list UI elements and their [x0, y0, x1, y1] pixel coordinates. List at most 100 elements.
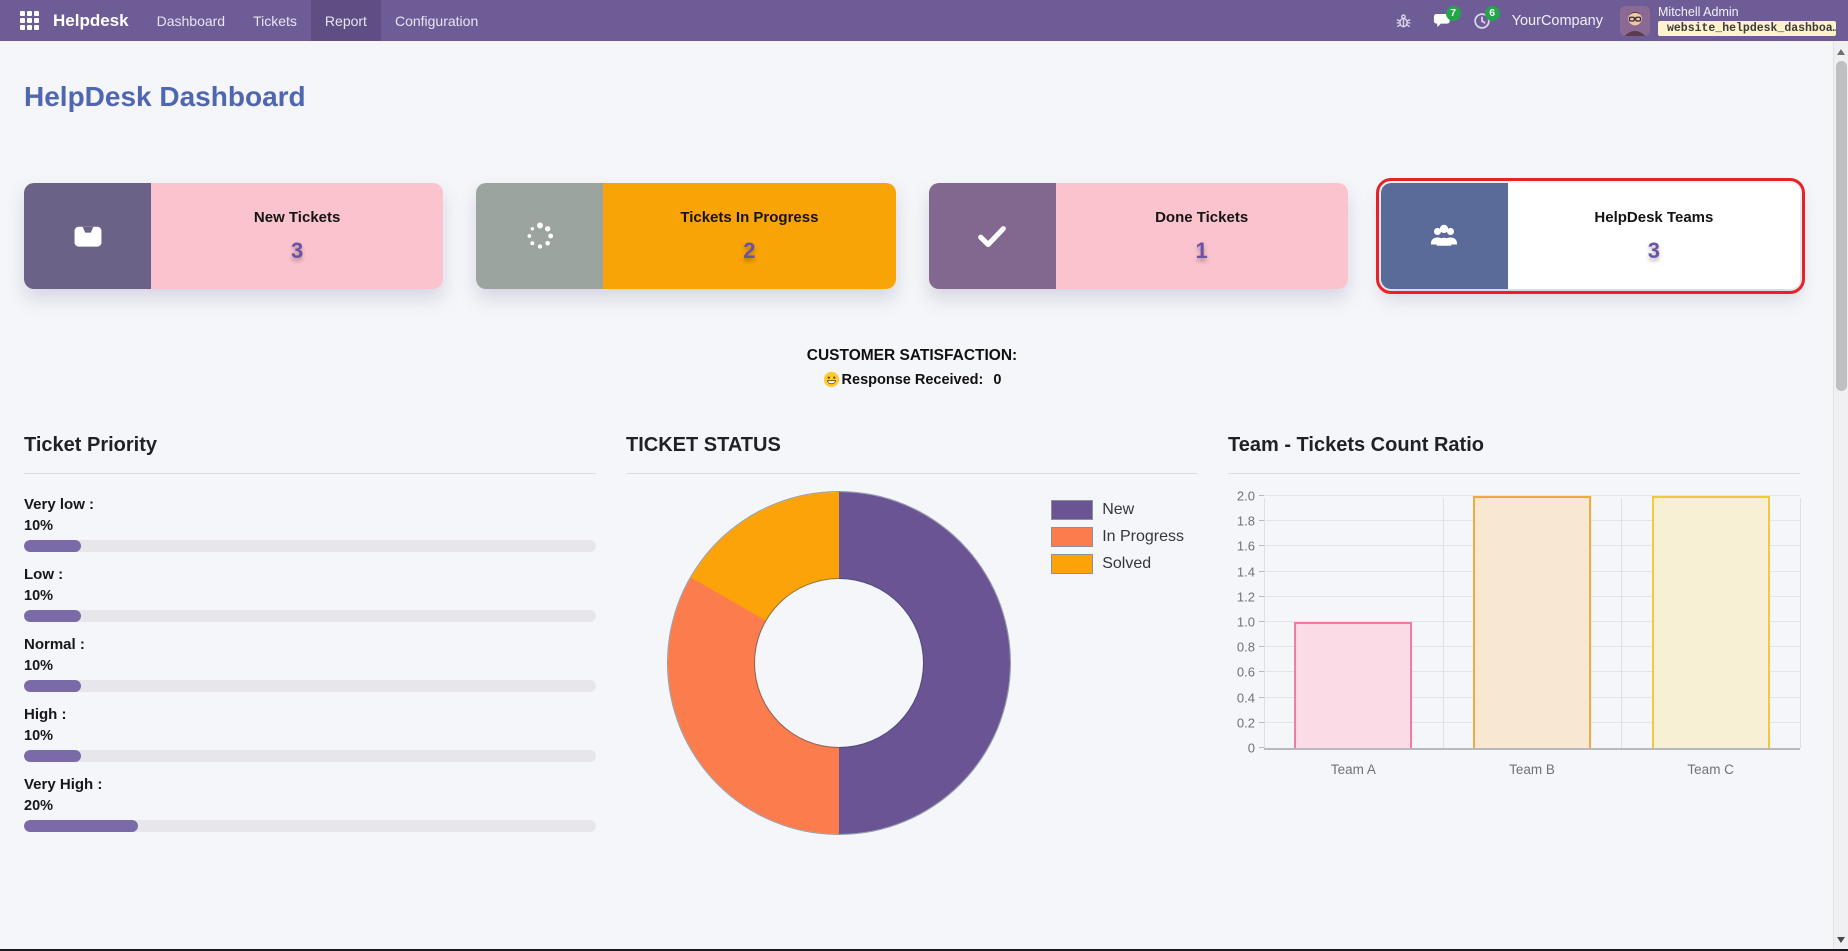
priority-row-very-low: Very low : 10%	[24, 496, 596, 552]
top-navbar: Helpdesk Dashboard Tickets Report Configura…	[0, 0, 1848, 41]
priority-label: Very low :	[24, 496, 95, 513]
y-tick-label: 0.8	[1236, 639, 1255, 655]
ticket-status-donut-chart	[668, 492, 1010, 834]
vertical-gridline	[1621, 498, 1623, 748]
priority-label: Normal :	[24, 636, 85, 653]
team-ratio-title: Team - Tickets Count Ratio	[1228, 434, 1484, 456]
kpi-card-body: HelpDesk Teams 3	[1507, 183, 1800, 289]
response-received-value: 0	[993, 371, 1002, 388]
bar-team-c	[1651, 496, 1770, 748]
priority-percent: 20%	[24, 798, 54, 814]
vertical-gridline	[1442, 498, 1444, 748]
kpi-card-body: New Tickets 3	[151, 183, 444, 289]
messages-badge: 7	[1445, 5, 1461, 21]
legend-item-in-progress[interactable]: In Progress	[1051, 527, 1184, 547]
priority-percent: 10%	[24, 518, 54, 534]
kpi-card-count: 1	[1195, 237, 1208, 263]
spinner-icon	[476, 183, 604, 289]
kpi-card-helpdesk-teams[interactable]: HelpDesk Teams 3	[1375, 178, 1806, 294]
vertical-scrollbar[interactable]	[1833, 41, 1848, 951]
priority-progressbar	[24, 610, 596, 622]
kpi-card-tickets-in-progress[interactable]: Tickets In Progress 2	[476, 183, 896, 289]
y-tick-label: 0.2	[1236, 715, 1255, 731]
customer-satisfaction-block: CUSTOMER SATISFACTION: Response Received…	[24, 347, 1800, 388]
page-title: HelpDesk Dashboard	[24, 81, 306, 112]
vertical-gridline	[1264, 498, 1265, 748]
section-separator	[1228, 473, 1800, 474]
y-tick-label: 1.8	[1236, 513, 1255, 529]
y-tick-label: 2.0	[1236, 488, 1255, 504]
database-indicator[interactable]: website_helpdesk_dashboa…	[1658, 21, 1836, 37]
priority-row-low: Low : 10%	[24, 566, 596, 622]
inbox-icon	[24, 183, 151, 289]
scroll-down-arrow[interactable]	[1834, 933, 1848, 947]
nav-item-configuration[interactable]: Configuration	[394, 12, 479, 29]
donut-legend: New In Progress Solved	[1051, 500, 1184, 574]
legend-swatch	[1051, 500, 1094, 520]
priority-progress-fill	[24, 540, 82, 552]
legend-item-new[interactable]: New	[1051, 500, 1184, 520]
user-menu[interactable]: Mitchell Admin website_helpdesk_dashboa…	[1620, 5, 1836, 37]
nav-item-report[interactable]: Report	[310, 0, 381, 41]
user-avatar	[1620, 5, 1650, 36]
legend-label: New	[1102, 501, 1135, 518]
y-tick-mark	[1259, 671, 1264, 673]
y-tick-label: 1.6	[1236, 538, 1255, 554]
priority-progress-fill	[24, 680, 82, 692]
ticket-priority-section: Ticket Priority Very low : 10% Low : 10% Nor…	[24, 434, 596, 846]
kpi-card-title: Done Tickets	[1155, 208, 1249, 226]
scroll-up-arrow[interactable]	[1834, 45, 1848, 59]
legend-label: Solved	[1102, 555, 1152, 572]
bar-chart-x-labels: Team A Team B Team C	[1264, 762, 1800, 777]
legend-label: In Progress	[1102, 528, 1184, 545]
y-tick-mark	[1259, 570, 1264, 572]
y-tick-mark	[1259, 696, 1264, 698]
legend-swatch	[1051, 554, 1094, 574]
kpi-cards-row: New Tickets 3 Tickets In Progress 2 Done Tic…	[24, 178, 1806, 294]
kpi-card-done-tickets[interactable]: Done Tickets 1	[928, 183, 1348, 289]
y-tick-mark	[1259, 520, 1264, 522]
company-switcher[interactable]: YourCompany	[1511, 12, 1603, 29]
activities-clock-icon[interactable]: 6	[1471, 5, 1500, 32]
apps-menu-button[interactable]	[10, 0, 49, 41]
ticket-priority-title: Ticket Priority	[24, 434, 158, 456]
y-tick-mark	[1259, 747, 1264, 748]
bar-team-b	[1473, 496, 1591, 748]
scrollbar-thumb[interactable]	[1836, 61, 1847, 391]
nav-item-tickets[interactable]: Tickets	[253, 12, 297, 29]
nav-item-dashboard[interactable]: Dashboard	[156, 12, 226, 29]
messages-icon[interactable]: 7	[1432, 5, 1461, 32]
gridline	[1264, 495, 1800, 496]
y-tick-label: 1.0	[1236, 614, 1255, 630]
priority-progressbar	[24, 680, 596, 692]
kpi-card-count: 3	[291, 237, 304, 263]
y-tick-label: 0	[1247, 740, 1255, 756]
y-tick-label: 0.4	[1236, 690, 1255, 706]
x-category-label: Team C	[1687, 762, 1734, 777]
priority-label: Low :	[24, 566, 64, 583]
bar-chart-plot-area: 0 0.2 0.4 0.6 0.8 1.0 1.2 1.4 1.6 1.8 2.0	[1237, 489, 1801, 756]
kpi-card-body: Tickets In Progress 2	[603, 183, 896, 289]
app-brand[interactable]: Helpdesk	[53, 10, 129, 30]
ticket-status-section: TICKET STATUS New In Progress Solved	[626, 434, 1198, 846]
priority-row-high: High : 10%	[24, 706, 596, 762]
priority-progress-fill	[24, 610, 82, 622]
priority-progress-fill	[24, 750, 82, 762]
user-name: Mitchell Admin	[1658, 4, 1739, 19]
database-name: website_helpdesk_dashboa…	[1667, 22, 1836, 36]
priority-percent: 10%	[24, 588, 54, 604]
check-icon	[928, 183, 1056, 289]
priority-percent: 10%	[24, 728, 54, 744]
legend-item-solved[interactable]: Solved	[1051, 554, 1184, 574]
donut-hole	[755, 579, 923, 747]
kpi-card-new-tickets[interactable]: New Tickets 3	[24, 183, 444, 289]
debug-bug-icon[interactable]	[1393, 10, 1415, 32]
section-separator	[24, 473, 596, 474]
y-tick-mark	[1259, 595, 1264, 597]
priority-progressbar	[24, 750, 596, 762]
priority-percent: 10%	[24, 658, 54, 674]
activities-badge: 6	[1484, 5, 1500, 21]
x-category-label: Team A	[1330, 762, 1376, 777]
priority-progressbar	[24, 820, 596, 832]
y-tick-mark	[1259, 646, 1264, 648]
